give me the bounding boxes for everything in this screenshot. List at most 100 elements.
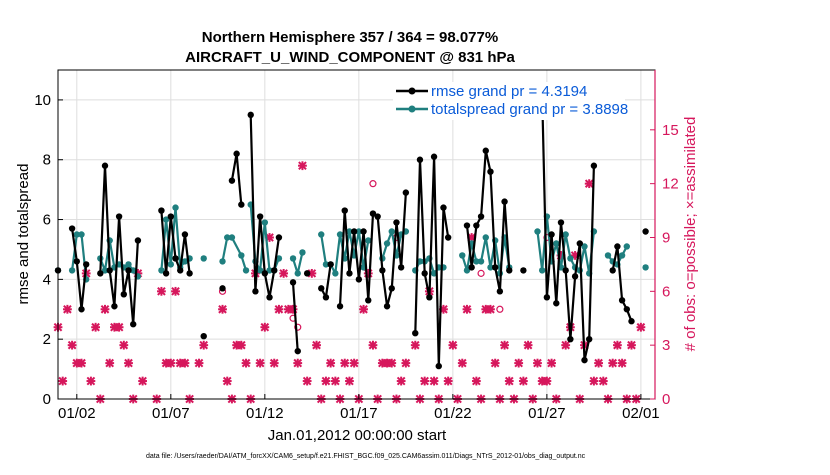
totalspread-point: [567, 255, 574, 262]
totalspread-point: [346, 228, 353, 235]
rmse-point: [562, 267, 569, 274]
obs-assimilated-marker: [359, 304, 368, 314]
totalspread-point: [238, 252, 245, 259]
obs-assimilated-marker: [448, 340, 458, 350]
right-axis: 0 3 6 9 12 15: [650, 70, 679, 408]
obs-assimilated-marker: [86, 376, 96, 386]
x-tick-label: 01/22: [434, 405, 472, 422]
obs-assimilated-marker: [617, 358, 627, 368]
rmse-point: [162, 270, 170, 277]
rmse-point: [426, 294, 433, 301]
rmse-line-segment: [291, 282, 299, 352]
rmse-point: [336, 303, 344, 310]
totalspread-point: [534, 228, 541, 235]
rmse-line-segment: [541, 96, 595, 362]
totalspread-point: [355, 228, 363, 235]
totalspread-point: [581, 243, 588, 250]
rmse-point: [346, 270, 353, 277]
obs-assimilated-marker: [63, 304, 72, 314]
y-right-tick-label: 9: [662, 229, 670, 246]
obs-assimilated-marker: [627, 340, 636, 350]
rmse-point: [355, 276, 363, 283]
rmse-point: [167, 213, 175, 220]
obs-assimilated-marker: [561, 340, 571, 350]
totalspread-point: [477, 258, 485, 265]
x-axis: 01/02 01/07 01/12 01/17 01/22 01/27 02/01: [58, 394, 660, 422]
totalspread-point: [219, 258, 226, 265]
obs-assimilated-marker: [321, 376, 331, 386]
totalspread-point: [604, 252, 612, 259]
rmse-point: [520, 267, 527, 274]
rmse-point: [120, 291, 128, 298]
rmse-point: [247, 111, 254, 119]
obs-assimilated-marker: [349, 358, 359, 368]
rmse-point: [186, 270, 193, 277]
rmse-point: [341, 207, 348, 214]
y-right-tick-label: 3: [662, 337, 670, 354]
totalspread-point: [553, 240, 560, 247]
obs-assimilated-marker: [500, 340, 509, 350]
x-axis-label: Jan.01,2012 00:00:00 start: [268, 427, 447, 444]
rmse-point: [374, 213, 381, 220]
legend: rmse grand pr = 4.3194 totalspread grand…: [393, 82, 628, 120]
obs-assimilated-marker: [410, 340, 420, 350]
obs-assimilated-marker: [119, 340, 129, 350]
totalspread-point: [228, 234, 236, 241]
obs-assimilated-marker: [584, 179, 594, 189]
obs-assimilated-marker: [401, 358, 411, 368]
obs-assimilated-marker: [236, 340, 246, 350]
totalspread-point: [78, 231, 85, 238]
rmse-point: [327, 261, 334, 268]
rmse-point: [412, 330, 419, 337]
rmse-point: [294, 347, 301, 355]
plot-area: [58, 70, 655, 399]
rmse-point: [491, 264, 499, 271]
obs-assimilated-marker: [114, 322, 124, 332]
obs-assimilated-marker: [194, 358, 204, 368]
rmse-line-segment: [414, 155, 450, 368]
obs-assimilated-marker: [77, 358, 86, 368]
obs-assimilated-marker: [157, 286, 166, 296]
totalspread-point: [294, 270, 301, 277]
obs-assimilated-marker: [420, 376, 430, 386]
obs-assimilated-marker: [302, 376, 312, 386]
series-lines: [54, 93, 649, 370]
rmse-point: [252, 288, 259, 295]
rmse-point: [553, 300, 560, 307]
chart-title-line2: AIRCRAFT_U_WIND_COMPONENT @ 831 hPa: [185, 49, 515, 66]
totalspread-point: [487, 264, 494, 271]
rmse-point: [266, 294, 273, 301]
rmse-point: [487, 168, 494, 175]
rmse-point: [416, 156, 424, 163]
rmse-point: [623, 306, 630, 313]
rmse-point: [97, 270, 104, 277]
obs-assimilated-marker: [105, 358, 115, 368]
rmse-point: [78, 306, 85, 313]
rmse-point: [444, 234, 452, 241]
rmse-point: [219, 285, 226, 292]
obs-assimilated-marker: [345, 376, 354, 386]
rmse-point: [501, 198, 508, 205]
rmse-point: [111, 303, 118, 310]
rmse-point: [365, 297, 372, 304]
obs-possible-marker: [477, 269, 485, 277]
y-left-tick-label: 6: [43, 212, 51, 229]
rmse-point: [271, 267, 278, 274]
y-right-tick-label: 12: [662, 176, 679, 193]
obs-assimilated-marker: [293, 358, 303, 368]
y-axis-label-right: # of obs: o=possible; ×=assimilated: [682, 117, 699, 352]
y-right-tick-label: 0: [662, 391, 670, 408]
totalspread-point: [130, 267, 137, 274]
totalspread-point: [162, 216, 170, 223]
rmse-point: [158, 207, 165, 214]
obs-assimilated-marker: [241, 358, 251, 368]
rmse-point: [318, 285, 325, 292]
obs-assimilated-marker: [199, 340, 209, 350]
obs-assimilated-marker: [138, 376, 148, 386]
legend-rmse-marker: [408, 87, 416, 95]
obs-assimilated-marker: [274, 304, 284, 314]
rmse-point: [388, 285, 395, 292]
obs-assimilated-marker: [594, 358, 603, 368]
rmse-point: [383, 303, 391, 310]
